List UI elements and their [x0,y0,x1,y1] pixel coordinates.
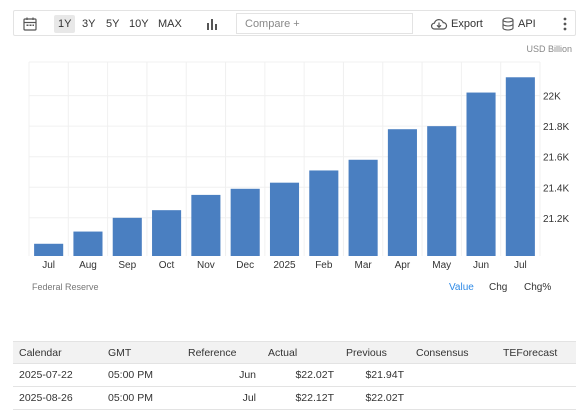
col-teforecast: TEForecast [497,341,576,364]
more-options-icon[interactable] [559,14,571,34]
x-tick-label: Dec [236,260,254,271]
bar [348,159,378,256]
cell-previous: $22.02T [340,386,410,410]
cell-reference: Jul [182,386,262,410]
cell-previous: $21.94T [340,363,410,387]
cell-consensus [410,386,497,410]
x-tick-label: Sep [118,260,136,271]
range-3y-button[interactable]: 3Y [82,18,96,30]
bar [112,217,142,256]
range-max-button[interactable]: MAX [158,18,182,30]
x-tick-label: Nov [197,260,215,271]
x-tick-label: Apr [395,260,411,271]
col-reference: Reference [182,341,262,364]
x-tick-label: Feb [315,260,333,271]
x-tick-label: Mar [354,260,372,271]
database-icon [502,17,514,31]
bar-chart-type-icon[interactable] [203,15,221,33]
unit-label: USD Billion [526,44,572,54]
cell-actual: $22.02T [262,363,340,387]
cell-reference: Jun [182,363,262,387]
range-5y-button[interactable]: 5Y [106,18,120,30]
cell-teforecast [497,363,576,387]
api-button[interactable]: API [501,14,536,34]
x-tick-label: Jul [514,260,527,271]
y-tick-label: 22K [543,92,561,103]
x-tick-label: May [432,260,451,271]
cell-teforecast [497,386,576,410]
cell-gmt: 05:00 PM [102,386,182,410]
calendar-header-row: Calendar GMT Reference Actual Previous C… [13,341,576,364]
mode-value-button[interactable]: Value [449,282,474,293]
col-consensus: Consensus [410,341,497,364]
bar [34,243,64,256]
range-1y-button[interactable]: 1Y [54,15,76,33]
x-tick-label: Aug [79,260,97,271]
x-tick-label: Jul [42,260,55,271]
bar [505,77,535,256]
mode-chg-button[interactable]: Chg [489,282,508,293]
cell-date: 2025-08-26 [13,386,102,410]
x-tick-label: 2025 [273,260,296,271]
col-gmt: GMT [102,341,182,364]
export-button[interactable]: Export [430,14,483,34]
mode-chg-pct-button[interactable]: Chg% [524,282,552,293]
calendar-icon[interactable] [21,15,39,33]
table-row: 2025-08-26 05:00 PM Jul $22.12T $22.02T [13,386,576,410]
y-tick-label: 21.8K [543,122,569,133]
cell-consensus [410,363,497,387]
col-calendar: Calendar [13,341,102,364]
bar [73,231,103,256]
y-tick-label: 21.6K [543,153,569,164]
bar [387,129,417,256]
cloud-download-icon [431,19,448,30]
export-label: Export [451,18,483,30]
range-10y-button[interactable]: 10Y [129,18,149,30]
x-tick-label: Jun [473,260,489,271]
calendar-table: Calendar GMT Reference Actual Previous C… [13,341,576,410]
y-tick-label: 21.2K [543,214,569,225]
cell-gmt: 05:00 PM [102,363,182,387]
bar [191,194,221,256]
chart-toolbar: 1Y 3Y 5Y 10Y MAX Export API [13,10,576,36]
source-label: Federal Reserve [32,282,99,292]
bar [230,188,260,256]
bar [309,170,339,256]
col-previous: Previous [340,341,410,364]
x-tick-label: Oct [159,260,175,271]
bar [466,92,496,256]
api-label: API [518,18,536,30]
col-actual: Actual [262,341,340,364]
y-tick-label: 21.4K [543,183,569,194]
compare-input[interactable] [236,13,413,34]
cell-date: 2025-07-22 [13,363,102,387]
bar [152,210,182,256]
cell-actual: $22.12T [262,386,340,410]
bar [269,182,300,256]
table-row: 2025-07-22 05:00 PM Jun $22.02T $21.94T [13,363,576,387]
bar [427,126,457,257]
